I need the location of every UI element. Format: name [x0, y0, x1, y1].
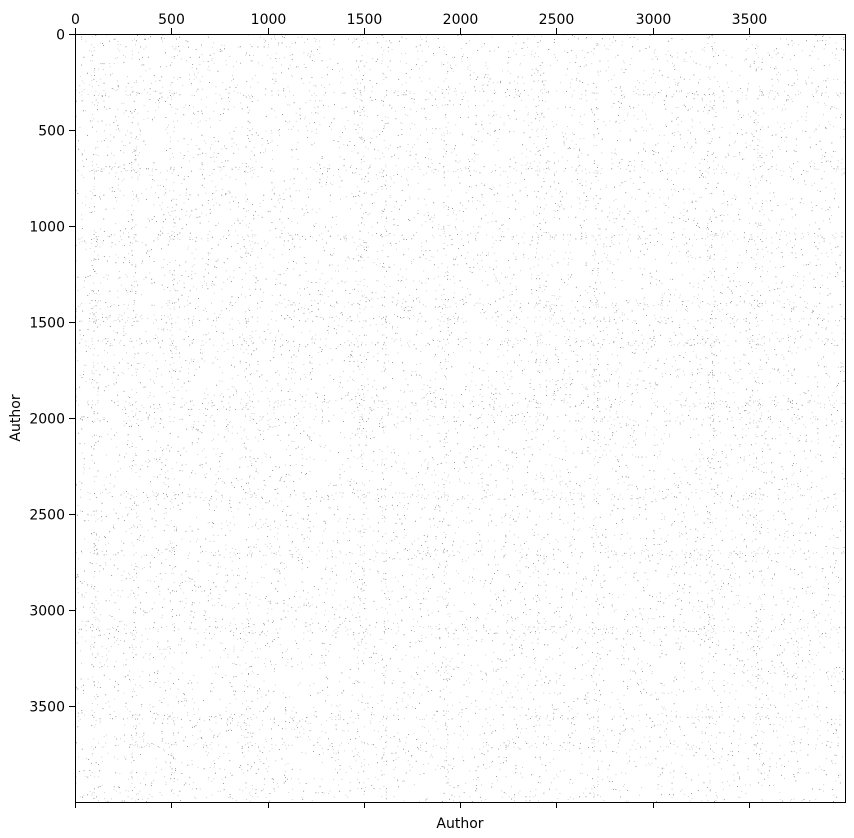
- x-tick-label: 2000: [443, 12, 479, 28]
- x-tick-label: 2500: [539, 12, 575, 28]
- y-tick-label: 2000: [29, 412, 65, 428]
- x-tick-label: 3500: [732, 12, 768, 28]
- y-tick-label: 1000: [29, 220, 65, 236]
- y-tick-label: 3500: [29, 700, 65, 716]
- x-tick-label: 0: [71, 12, 80, 28]
- x-tick-label: 3000: [636, 12, 672, 28]
- x-tick-label: 1000: [251, 12, 287, 28]
- x-tick-label: 1500: [347, 12, 383, 28]
- x-tick-label: 500: [158, 12, 185, 28]
- y-tick-label: 2500: [29, 508, 65, 524]
- y-axis-ticks: 0 500 1000 1500 2000 2500 3000 3500: [29, 28, 75, 716]
- matrix-points-dark: [75, 34, 845, 803]
- x-axis-label: Author: [436, 816, 483, 832]
- x-axis-bottom-ticks: [75, 802, 750, 808]
- matrix-points-light: [75, 34, 846, 802]
- y-tick-label: 500: [38, 124, 65, 140]
- y-axis-label: Author: [8, 394, 24, 441]
- y-tick-label: 1500: [29, 316, 65, 332]
- plot-frame: [75, 34, 846, 803]
- x-axis-top-ticks: 0 500 1000 1500 2000 2500 3000 3500: [71, 12, 767, 34]
- y-tick-label: 0: [56, 28, 65, 44]
- matrix-points: [75, 34, 846, 803]
- y-tick-label: 3000: [29, 604, 65, 620]
